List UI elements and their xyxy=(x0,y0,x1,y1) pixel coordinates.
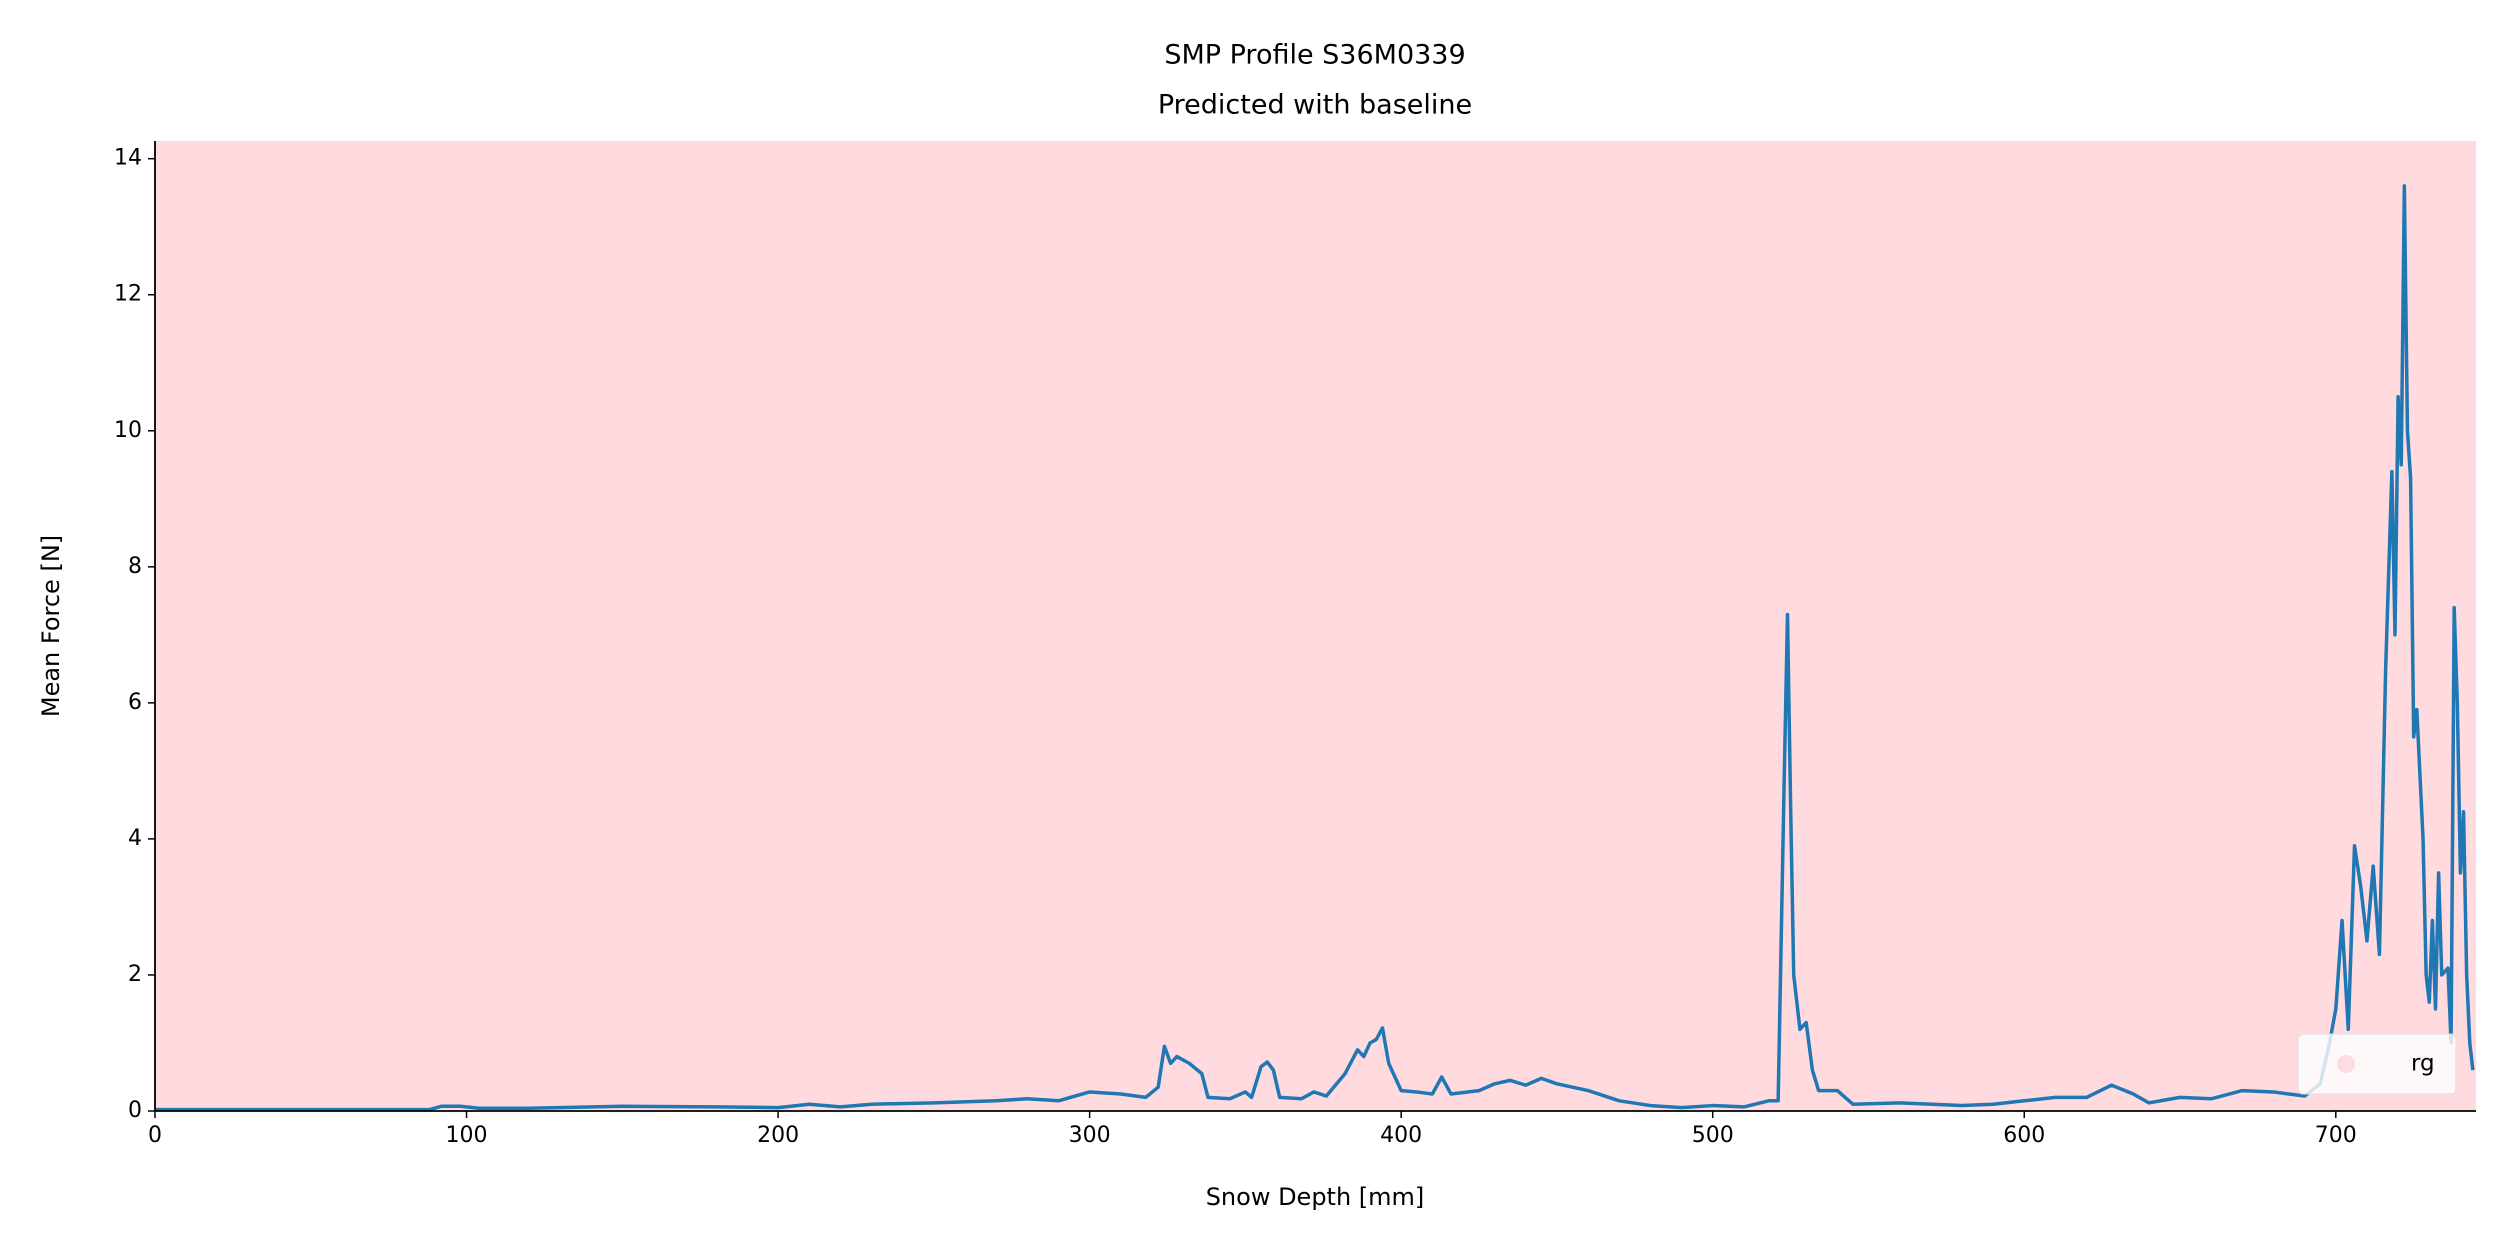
y-tick-label: 2 xyxy=(128,962,142,987)
x-tick-label: 300 xyxy=(1069,1123,1111,1148)
y-tick-label: 8 xyxy=(128,554,142,579)
x-axis-label: Snow Depth [mm] xyxy=(1206,1183,1425,1211)
chart-title: SMP Profile S36M0339 xyxy=(1164,40,1465,71)
background-region xyxy=(155,141,2476,1111)
x-tick-label: 200 xyxy=(757,1123,799,1148)
data-line xyxy=(155,184,2475,1112)
y-tick-label: 4 xyxy=(128,826,142,851)
y-tick-label: 0 xyxy=(128,1098,142,1123)
x-tick-label: 600 xyxy=(2003,1123,2045,1148)
y-axis-label: Mean Force [N] xyxy=(37,535,65,717)
y-tick-label: 6 xyxy=(128,690,142,715)
y-tick-label: 12 xyxy=(114,282,142,307)
y-tick-label: 14 xyxy=(114,146,142,171)
x-tick-label: 100 xyxy=(446,1123,488,1148)
x-tick-label: 700 xyxy=(2315,1123,2357,1148)
legend-box xyxy=(2297,1033,2457,1095)
legend-marker xyxy=(2337,1055,2355,1073)
x-tick-label: 500 xyxy=(1692,1123,1734,1148)
x-tick-label: 400 xyxy=(1380,1123,1422,1148)
x-tick-label: 0 xyxy=(148,1123,162,1148)
chart-subtitle: Predicted with baseline xyxy=(1158,90,1472,121)
y-tick-label: 10 xyxy=(114,418,142,443)
legend-label: rg xyxy=(2411,1051,2435,1077)
